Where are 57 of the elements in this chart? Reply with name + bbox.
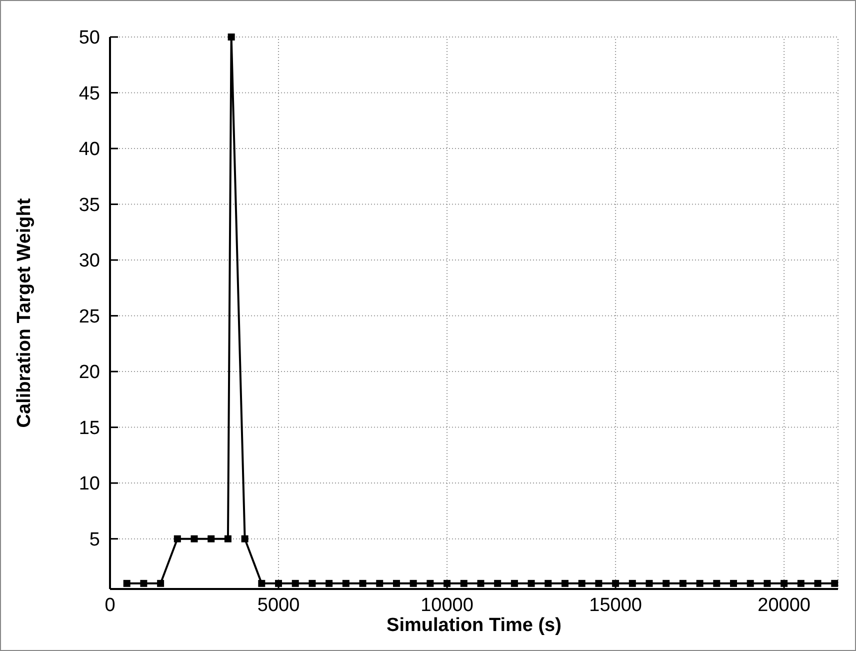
- point: [544, 580, 552, 587]
- point: [157, 580, 164, 587]
- point: [696, 580, 704, 587]
- point: [208, 535, 215, 542]
- point: [190, 535, 198, 542]
- point: [730, 580, 738, 587]
- point: [797, 580, 804, 587]
- y-tick-label: 35: [78, 194, 100, 216]
- point: [562, 580, 568, 587]
- point: [140, 580, 148, 587]
- point: [392, 580, 400, 587]
- point: [460, 580, 468, 587]
- y-tick-label: 10: [78, 474, 100, 495]
- x-axis-title: Simulation Time (s): [386, 615, 562, 636]
- point: [578, 580, 586, 587]
- x-tick-label: 20000: [758, 595, 810, 616]
- point: [292, 580, 299, 587]
- point: [410, 580, 417, 587]
- point: [679, 580, 686, 587]
- x-tick-label: 5000: [257, 595, 300, 616]
- point: [426, 580, 434, 587]
- point: [376, 580, 384, 587]
- x-tick-label: 10000: [420, 595, 474, 616]
- point: [510, 580, 518, 587]
- y-tick-label: 15: [78, 418, 100, 439]
- point: [342, 580, 350, 587]
- point: [494, 580, 502, 587]
- point: [224, 535, 232, 542]
- point: [646, 580, 653, 587]
- point: [662, 580, 670, 587]
- point: [814, 580, 822, 587]
- y-tick-label: 5: [89, 529, 100, 550]
- point: [326, 580, 333, 587]
- point: [123, 580, 130, 587]
- point: [528, 580, 535, 587]
- point: [241, 535, 248, 542]
- y-tick-label: 45: [78, 83, 100, 104]
- y-tick-label: 25: [78, 306, 100, 328]
- point: [595, 580, 602, 587]
- y-tick-label: 50: [78, 28, 100, 49]
- point: [746, 580, 754, 587]
- x-tick-label: 15000: [589, 595, 642, 616]
- x-tick-label: 0: [104, 595, 116, 616]
- point: [258, 580, 266, 587]
- y-tick-label: 40: [78, 139, 100, 160]
- point: [174, 535, 181, 542]
- point: [308, 580, 316, 587]
- y-axis-title: Calibration Target Weight: [14, 198, 35, 428]
- point: [228, 34, 235, 40]
- point: [764, 580, 771, 587]
- point: [477, 580, 484, 587]
- y-tick-label: 20: [78, 362, 100, 384]
- point: [831, 580, 838, 587]
- point: [359, 580, 366, 587]
- y-tick-label: 30: [78, 250, 100, 272]
- point: [713, 580, 720, 587]
- point: [628, 580, 636, 587]
